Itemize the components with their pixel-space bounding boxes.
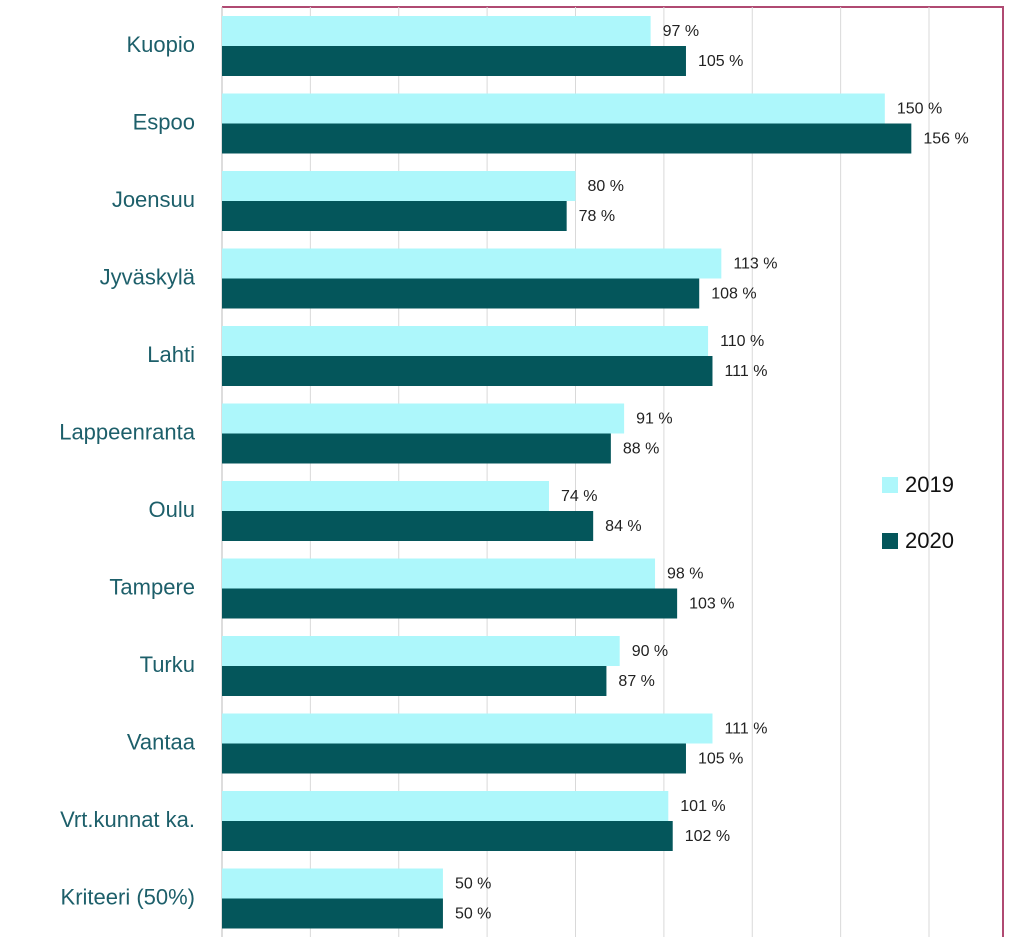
category-label: Vantaa	[127, 729, 196, 754]
category-label: Vrt.kunnat ka.	[60, 807, 195, 832]
bar	[222, 123, 912, 154]
legend-swatch	[882, 533, 898, 549]
bar	[222, 248, 722, 279]
value-label: 50 %	[455, 876, 491, 893]
value-label: 50 %	[455, 906, 491, 923]
value-label: 78 %	[579, 208, 615, 225]
category-label: Tampere	[109, 574, 195, 599]
bar	[222, 278, 700, 309]
value-label: 97 %	[663, 23, 699, 40]
value-label: 91 %	[636, 411, 672, 428]
bar	[222, 743, 686, 774]
value-label: 108 %	[711, 286, 756, 303]
bar	[222, 46, 686, 76]
value-label: 101 %	[680, 798, 725, 815]
bar	[222, 791, 669, 821]
category-label: Joensuu	[112, 187, 195, 212]
legend-swatch	[882, 477, 898, 493]
bar	[222, 898, 443, 929]
value-label: 84 %	[605, 518, 641, 535]
category-label: Oulu	[149, 497, 195, 522]
value-label: 105 %	[698, 53, 743, 70]
value-label: 80 %	[588, 178, 624, 195]
bar	[222, 356, 713, 386]
bar	[222, 403, 625, 434]
value-label: 156 %	[923, 131, 968, 148]
value-label: 90 %	[632, 643, 668, 660]
category-label: Kriteeri (50%)	[61, 884, 195, 909]
legend-label: 2020	[905, 528, 954, 553]
bar	[222, 558, 656, 589]
value-label: 105 %	[698, 751, 743, 768]
bar	[222, 868, 443, 899]
bar	[222, 16, 651, 46]
bar	[222, 171, 576, 201]
bar	[222, 511, 594, 541]
value-label: 113 %	[733, 256, 777, 273]
chart-frame	[222, 6, 1004, 937]
category-label: Lappeenranta	[59, 419, 196, 444]
category-label: Turku	[140, 652, 195, 677]
bar	[222, 588, 678, 619]
category-label: Espoo	[133, 109, 195, 134]
value-label: 150 %	[897, 101, 942, 118]
category-label: Jyväskylä	[100, 264, 196, 289]
bar	[222, 433, 611, 464]
bar	[222, 821, 673, 851]
value-label: 87 %	[618, 673, 654, 690]
bar	[222, 93, 885, 124]
bar	[222, 636, 620, 666]
bar	[222, 201, 567, 231]
bar	[222, 326, 709, 356]
value-label: 74 %	[561, 488, 597, 505]
bar	[222, 481, 549, 511]
value-label: 103 %	[689, 596, 734, 613]
legend-label: 2019	[905, 472, 954, 497]
bar	[222, 666, 607, 696]
value-label: 102 %	[685, 828, 730, 845]
value-label: 88 %	[623, 441, 659, 458]
bar	[222, 713, 713, 744]
category-label: Kuopio	[126, 32, 195, 57]
category-label: Lahti	[147, 342, 195, 367]
value-label: 111 %	[724, 721, 767, 738]
value-label: 111 %	[724, 363, 767, 380]
value-label: 110 %	[720, 333, 764, 350]
value-label: 98 %	[667, 566, 703, 583]
